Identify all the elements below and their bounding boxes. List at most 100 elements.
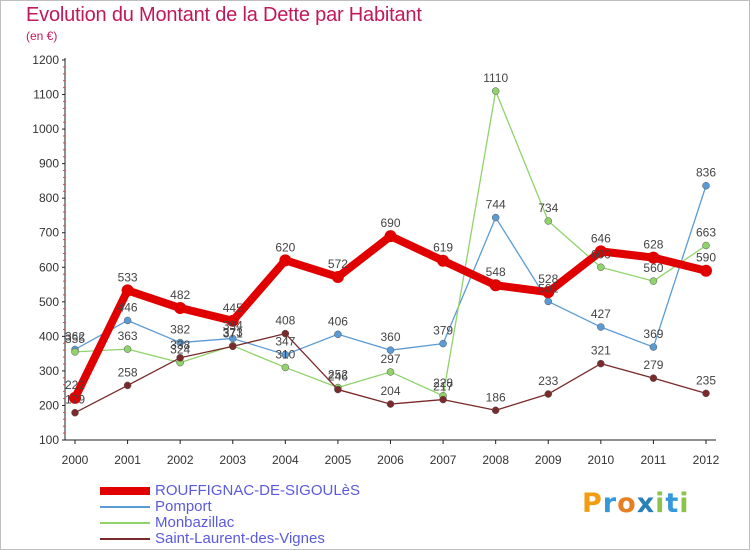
data-label: 222 (65, 378, 85, 392)
data-point (71, 348, 79, 356)
data-point (176, 338, 184, 347)
x-tick-label: 2002 (167, 453, 194, 467)
logo-letter: x (636, 488, 656, 519)
data-point (176, 354, 184, 362)
data-point (386, 400, 395, 408)
data-point (437, 254, 450, 267)
data-label: 204 (380, 384, 400, 398)
y-tick-label: 1100 (33, 88, 59, 102)
data-point (700, 264, 712, 277)
x-tick-label: 2000 (62, 453, 89, 467)
legend-label: Pomport (155, 498, 212, 515)
data-point (386, 346, 395, 354)
data-label: 217 (433, 380, 453, 394)
y-tick-label: 100 (39, 433, 59, 447)
data-point (331, 270, 344, 283)
data-label: 836 (696, 166, 716, 180)
data-label: 233 (538, 374, 558, 388)
data-point (121, 284, 134, 297)
legend-swatch (100, 522, 150, 524)
y-tick-label: 200 (39, 398, 59, 412)
data-label: 560 (643, 261, 663, 275)
x-tick-label: 2009 (535, 453, 562, 467)
x-tick-label: 2003 (219, 453, 246, 467)
logo-letter: t (665, 488, 680, 519)
data-label: 394 (223, 318, 243, 332)
data-point (123, 381, 132, 390)
x-tick-label: 2007 (430, 453, 457, 467)
data-label: 347 (275, 335, 295, 349)
legend-swatch (100, 538, 150, 540)
data-label: 379 (433, 324, 453, 338)
data-label: 590 (696, 251, 716, 265)
data-point (439, 339, 447, 348)
data-label: 360 (380, 330, 400, 344)
y-tick-label: 500 (39, 295, 59, 309)
data-label: 369 (643, 327, 663, 341)
y-tick-label: 400 (39, 329, 59, 343)
legend-label: ROUFFIGNAC-DE-SIGOULèS (155, 482, 361, 499)
data-point (281, 350, 290, 359)
logo-letter: P (582, 488, 603, 519)
chart-subtitle: (en €) (26, 29, 58, 43)
data-point (226, 314, 239, 327)
data-point (71, 408, 79, 417)
data-label: 572 (328, 257, 348, 271)
data-label: 321 (591, 344, 611, 358)
data-label: 408 (275, 314, 295, 328)
legend-label: Monbazillac (155, 514, 235, 531)
data-label: 246 (328, 370, 348, 384)
x-tick-label: 2006 (377, 453, 404, 467)
logo-letter: o (617, 488, 637, 519)
data-point (123, 316, 132, 325)
data-label: 1110 (483, 71, 508, 85)
data-label: 482 (170, 288, 190, 302)
data-point (594, 245, 607, 258)
data-label: 533 (118, 270, 138, 284)
data-label: 362 (65, 329, 85, 343)
logo-letter: i (655, 488, 666, 519)
x-tick-label: 2001 (114, 453, 141, 467)
data-point (702, 241, 710, 250)
data-point (649, 277, 658, 285)
y-tick-label: 600 (39, 260, 59, 274)
data-label: 690 (380, 216, 400, 230)
data-label: 235 (696, 373, 716, 387)
data-point (491, 87, 500, 95)
data-point (229, 334, 237, 343)
logo-letter: r (602, 488, 618, 519)
data-point (69, 391, 81, 404)
data-label: 355 (65, 332, 85, 346)
x-tick-label: 2004 (272, 453, 299, 467)
data-label: 446 (118, 300, 138, 314)
data-label: 619 (433, 241, 453, 255)
data-label: 734 (538, 201, 558, 215)
data-label: 363 (118, 329, 138, 343)
data-point (123, 345, 132, 353)
data-label: 324 (170, 343, 190, 357)
y-tick-label: 800 (39, 191, 59, 205)
legend-swatch (100, 487, 150, 495)
y-tick-label: 900 (39, 157, 59, 171)
data-label: 528 (538, 272, 558, 286)
data-label: 258 (118, 365, 138, 379)
data-point (597, 323, 605, 331)
data-label: 252 (328, 367, 348, 381)
data-point (544, 297, 552, 306)
x-tick-label: 2011 (641, 453, 667, 467)
data-label: 600 (591, 247, 611, 261)
y-tick-label: 1000 (32, 122, 59, 136)
data-point (491, 213, 500, 222)
data-label: 338 (170, 338, 190, 352)
proxiti-logo: Proxiti (582, 488, 690, 519)
data-label: 310 (275, 347, 295, 361)
data-label: 373 (223, 326, 243, 340)
data-label: 427 (591, 307, 611, 321)
data-label: 744 (486, 198, 506, 212)
data-point (544, 217, 552, 225)
data-label: 548 (486, 265, 506, 279)
data-point (597, 359, 605, 368)
data-point (384, 230, 397, 243)
legend-label: Saint-Laurent-des-Vignes (155, 530, 325, 547)
